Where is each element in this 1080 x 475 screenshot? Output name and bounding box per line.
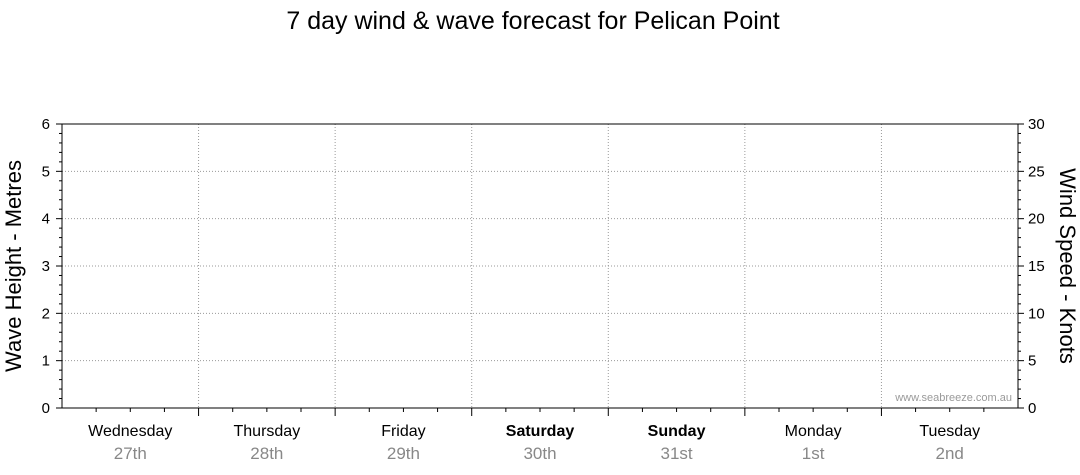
day-name-label: Tuesday bbox=[919, 423, 980, 440]
y2-tick-label: 10 bbox=[1028, 305, 1045, 322]
day-date-label: 27th bbox=[114, 444, 147, 463]
day-date-label: 30th bbox=[523, 444, 556, 463]
grid-lines bbox=[62, 124, 1018, 408]
y2-axis-label: Wind Speed - Knots bbox=[1055, 168, 1080, 364]
left-axis-ticks: 0 1 2 3 4 5 6 bbox=[42, 116, 62, 417]
day-date-label: 28th bbox=[250, 444, 283, 463]
x-axis-ticks bbox=[95, 408, 985, 416]
day-date-label: 29th bbox=[387, 444, 420, 463]
y2-tick-label: 30 bbox=[1028, 116, 1045, 133]
day-date-label: 31st bbox=[661, 444, 693, 463]
day-date-label: 1st bbox=[802, 444, 825, 463]
day-name-label: Monday bbox=[785, 423, 842, 440]
y2-tick-label: 25 bbox=[1028, 163, 1045, 180]
y-tick-label: 3 bbox=[42, 258, 50, 275]
y-axis-label: Wave Height - Metres bbox=[1, 160, 26, 372]
y2-tick-label: 15 bbox=[1028, 258, 1045, 275]
watermark: www.seabreeze.com.au bbox=[894, 392, 1012, 404]
day-name-label: Saturday bbox=[506, 423, 575, 440]
y-tick-label: 2 bbox=[42, 305, 50, 322]
day-date-label: 2nd bbox=[936, 444, 964, 463]
right-axis-ticks: 0 5 10 15 20 25 30 bbox=[1018, 116, 1045, 417]
y-tick-label: 5 bbox=[42, 163, 50, 180]
y-tick-label: 6 bbox=[42, 116, 50, 133]
day-name-label: Friday bbox=[381, 423, 425, 440]
day-name-label: Thursday bbox=[234, 423, 301, 440]
y2-tick-label: 0 bbox=[1028, 400, 1036, 417]
y2-tick-label: 20 bbox=[1028, 211, 1045, 228]
y-tick-label: 1 bbox=[42, 353, 50, 370]
chart-title: 7 day wind & wave forecast for Pelican P… bbox=[286, 7, 779, 35]
y-tick-label: 0 bbox=[42, 400, 50, 417]
day-name-label: Wednesday bbox=[88, 423, 172, 440]
y-tick-label: 4 bbox=[42, 211, 50, 228]
day-name-label: Sunday bbox=[648, 423, 706, 440]
day-labels: Wednesday 27th Thursday 28th Friday 29th Satur… bbox=[88, 423, 980, 463]
y2-tick-label: 5 bbox=[1028, 353, 1036, 370]
